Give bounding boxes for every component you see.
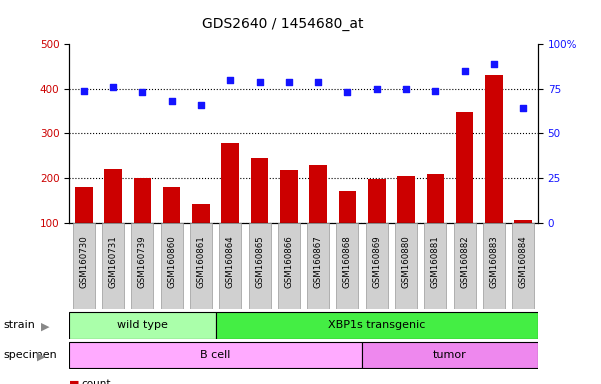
Point xyxy=(108,84,118,90)
Text: GSM160869: GSM160869 xyxy=(372,236,381,288)
Text: XBP1s transgenic: XBP1s transgenic xyxy=(328,320,426,330)
Bar xyxy=(163,187,180,267)
Bar xyxy=(132,223,153,309)
Bar xyxy=(368,179,385,267)
Bar xyxy=(216,311,538,339)
Text: GSM160864: GSM160864 xyxy=(226,236,235,288)
Bar xyxy=(73,223,95,309)
Bar xyxy=(251,159,268,267)
Text: tumor: tumor xyxy=(433,350,467,360)
Point xyxy=(519,105,528,111)
Point xyxy=(196,102,206,108)
Bar xyxy=(424,223,447,309)
Text: GSM160883: GSM160883 xyxy=(489,236,498,288)
Bar xyxy=(512,223,534,309)
Bar xyxy=(102,223,124,309)
Text: GSM160860: GSM160860 xyxy=(167,236,176,288)
Text: GDS2640 / 1454680_at: GDS2640 / 1454680_at xyxy=(202,17,363,31)
Text: GSM160739: GSM160739 xyxy=(138,236,147,288)
Bar xyxy=(280,170,297,267)
Text: GSM160866: GSM160866 xyxy=(284,236,293,288)
Text: ▶: ▶ xyxy=(41,322,49,332)
Bar xyxy=(310,165,327,267)
Text: GSM160867: GSM160867 xyxy=(314,236,323,288)
Bar xyxy=(454,223,475,309)
Point xyxy=(372,86,382,92)
Text: GSM160882: GSM160882 xyxy=(460,236,469,288)
Bar xyxy=(483,223,505,309)
Point xyxy=(401,86,411,92)
Bar xyxy=(366,223,388,309)
Text: wild type: wild type xyxy=(117,320,168,330)
Point xyxy=(430,88,440,94)
Bar xyxy=(160,223,183,309)
Bar xyxy=(485,75,502,267)
Text: strain: strain xyxy=(3,320,35,330)
Bar xyxy=(307,223,329,309)
Bar xyxy=(192,204,210,267)
Text: GSM160730: GSM160730 xyxy=(79,236,88,288)
Point xyxy=(255,79,264,85)
Bar xyxy=(278,223,300,309)
Text: GSM160865: GSM160865 xyxy=(255,236,264,288)
Point xyxy=(138,89,147,96)
Bar xyxy=(69,311,216,339)
Bar xyxy=(69,341,362,369)
Text: GSM160881: GSM160881 xyxy=(431,236,440,288)
Bar xyxy=(221,143,239,267)
Point xyxy=(313,79,323,85)
Point xyxy=(225,77,235,83)
Text: ■: ■ xyxy=(69,379,79,384)
Bar xyxy=(105,169,122,267)
Text: ▶: ▶ xyxy=(37,352,46,362)
Point xyxy=(489,61,499,67)
Bar xyxy=(339,192,356,267)
Text: GSM160880: GSM160880 xyxy=(401,236,410,288)
Bar xyxy=(397,176,415,267)
Text: count: count xyxy=(81,379,111,384)
Point xyxy=(343,89,352,96)
Bar xyxy=(514,220,532,267)
Text: GSM160884: GSM160884 xyxy=(519,236,528,288)
Text: GSM160861: GSM160861 xyxy=(197,236,206,288)
Bar xyxy=(133,178,151,267)
Bar xyxy=(219,223,241,309)
Point xyxy=(284,79,294,85)
Bar xyxy=(456,112,474,267)
Point xyxy=(167,98,177,104)
Text: specimen: specimen xyxy=(3,350,56,360)
Bar xyxy=(190,223,212,309)
Bar xyxy=(362,341,538,369)
Point xyxy=(460,68,469,74)
Bar xyxy=(395,223,417,309)
Bar xyxy=(249,223,270,309)
Bar xyxy=(75,187,93,267)
Bar xyxy=(337,223,358,309)
Text: GSM160868: GSM160868 xyxy=(343,236,352,288)
Text: GSM160731: GSM160731 xyxy=(109,236,118,288)
Bar xyxy=(427,174,444,267)
Text: B cell: B cell xyxy=(200,350,231,360)
Point xyxy=(79,88,88,94)
